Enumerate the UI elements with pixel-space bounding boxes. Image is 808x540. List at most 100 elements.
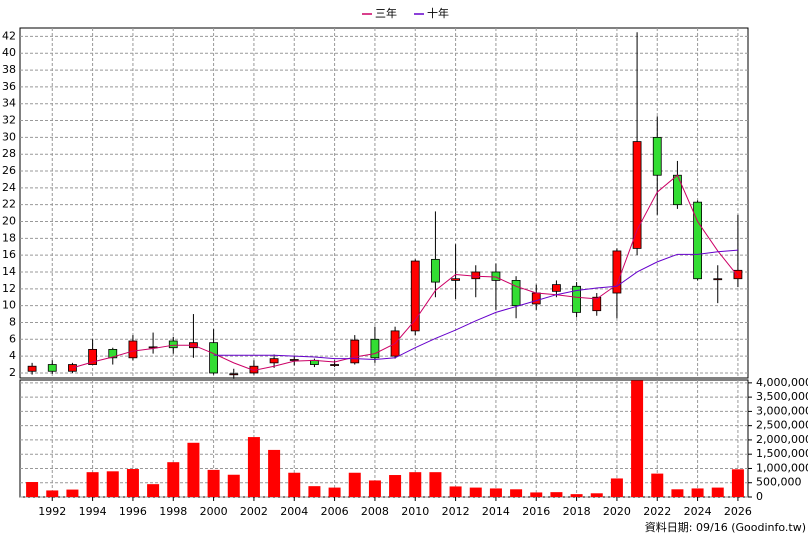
- volume-panel: [19, 379, 749, 498]
- candle-body: [209, 342, 218, 374]
- y-tick-label: 30: [2, 130, 16, 143]
- volume-bar: [530, 492, 543, 497]
- volume-bar: [187, 442, 200, 497]
- y-tick-label: 22: [2, 198, 16, 211]
- legend-label: 三年: [375, 6, 397, 20]
- x-tick-label: 2022: [643, 505, 671, 518]
- candle-body: [128, 340, 138, 359]
- y-tick-label: 8: [9, 315, 16, 328]
- x-tick-label: 2008: [361, 505, 389, 518]
- candle-body: [168, 340, 178, 349]
- volume-bar: [348, 472, 361, 497]
- candle-body: [471, 271, 481, 280]
- volume-bar: [590, 493, 603, 497]
- y-tick-label: 18: [2, 231, 16, 244]
- y-tick-label: 38: [2, 63, 16, 76]
- volume-bar: [106, 471, 119, 497]
- candle-body: [27, 365, 37, 372]
- volume-bar: [671, 489, 684, 497]
- candle-body: [330, 364, 339, 366]
- volume-bar: [510, 489, 523, 497]
- candle-body: [673, 174, 682, 206]
- y-tick-label: 34: [2, 97, 16, 110]
- volume-bar: [167, 462, 180, 497]
- ma-line: [72, 174, 739, 371]
- volume-bar: [449, 486, 462, 497]
- y-tick-label: 6: [9, 332, 16, 345]
- volume-bar: [429, 472, 442, 497]
- x-tick-label: 2000: [200, 505, 228, 518]
- candle-body: [552, 284, 561, 292]
- volume-bar: [207, 469, 220, 497]
- x-tick-label: 1998: [159, 505, 187, 518]
- candle-body: [572, 285, 581, 313]
- y-tick-label: 24: [2, 181, 16, 194]
- ma-line: [213, 249, 738, 360]
- y-tick-label: 16: [2, 248, 16, 261]
- y2-tick-label: 2,500,000: [756, 419, 808, 432]
- volume-bar: [368, 480, 381, 497]
- volume-bar: [86, 472, 99, 497]
- x-tick-label: 2010: [401, 505, 429, 518]
- volume-bar: [227, 474, 240, 497]
- x-tick-label: 2006: [321, 505, 349, 518]
- candle-body: [511, 280, 521, 307]
- candle-body: [652, 136, 662, 176]
- candle-body: [350, 339, 360, 364]
- volume-bar: [550, 492, 563, 497]
- price-panel: [19, 27, 749, 379]
- volume-bar: [247, 437, 260, 497]
- volume-bar: [409, 472, 422, 497]
- y-tick-label: 40: [2, 46, 16, 59]
- candle-body: [229, 373, 239, 376]
- candle-body: [592, 296, 602, 312]
- candle-body: [612, 250, 622, 294]
- x-tick-label: 2012: [442, 505, 470, 518]
- y-tick-label: 20: [2, 215, 16, 228]
- y2-tick-label: 1,000,000: [756, 461, 808, 474]
- y-tick-label: 4: [9, 349, 16, 362]
- volume-bar: [711, 487, 724, 497]
- candle-body: [410, 260, 420, 332]
- candle-body: [491, 271, 501, 281]
- x-tick-label: 2004: [280, 505, 308, 518]
- candle-body: [370, 338, 380, 359]
- y-tick-label: 26: [2, 164, 16, 177]
- volume-bar: [389, 475, 402, 497]
- y-tick-label: 32: [2, 114, 16, 127]
- volume-bar: [631, 380, 644, 497]
- candle-body: [47, 364, 57, 372]
- footnote: 資料日期: 09/16 (Goodinfo.tw): [645, 520, 806, 534]
- volume-bar: [26, 482, 39, 497]
- candle-body: [713, 278, 723, 281]
- candle-body: [148, 346, 158, 349]
- x-tick-label: 1992: [38, 505, 66, 518]
- y-tick-label: 12: [2, 282, 16, 295]
- candle-body: [693, 201, 702, 280]
- y2-tick-label: 1,500,000: [756, 447, 808, 460]
- legend-label: 十年: [427, 6, 449, 20]
- y2-tick-label: 2,000,000: [756, 433, 808, 446]
- y2-tick-label: 3,500,000: [756, 390, 808, 403]
- candle-body: [269, 358, 279, 364]
- volume-bar: [691, 488, 704, 497]
- candle-body: [289, 359, 299, 361]
- candle-body: [431, 258, 440, 283]
- candle-body: [531, 292, 541, 305]
- volume-bar: [731, 469, 744, 497]
- volume-bar: [308, 486, 321, 497]
- y2-tick-label: 500,000: [756, 476, 802, 489]
- y-tick-label: 2: [9, 366, 16, 379]
- volume-bar: [288, 472, 301, 497]
- y-tick-label: 42: [2, 29, 16, 42]
- x-tick-label: 2018: [563, 505, 591, 518]
- volume-bar: [489, 488, 502, 497]
- candle-body: [632, 141, 642, 249]
- candle-body: [733, 269, 743, 280]
- x-tick-label: 2026: [724, 505, 752, 518]
- candle-body: [108, 348, 118, 359]
- y2-tick-label: 4,000,000: [756, 376, 808, 389]
- y2-tick-label: 3,000,000: [756, 404, 808, 417]
- candle-body: [451, 278, 460, 281]
